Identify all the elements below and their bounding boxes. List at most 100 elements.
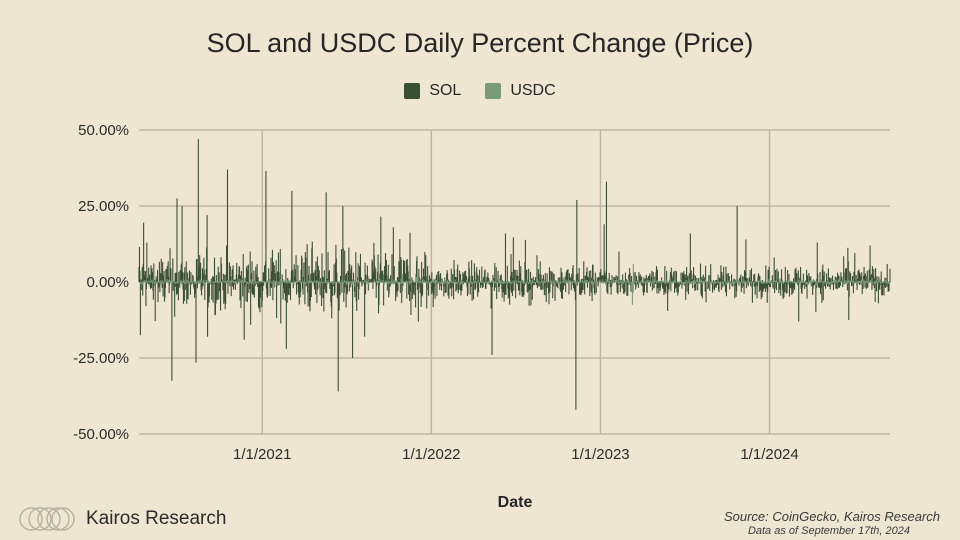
bar-usdc <box>405 280 407 282</box>
bar-usdc <box>414 281 416 283</box>
bar-usdc <box>144 281 147 283</box>
brand-name: Kairos Research <box>86 508 227 529</box>
bar-sol <box>332 281 334 282</box>
bar-sol <box>526 269 528 282</box>
bar-sol <box>760 282 762 300</box>
bar-usdc <box>622 280 624 282</box>
bar-sol <box>493 282 495 292</box>
bar-sol <box>807 282 810 284</box>
bar-usdc <box>301 281 304 283</box>
bar-usdc <box>879 282 881 283</box>
bar-sol <box>386 282 388 291</box>
bar-sol <box>189 282 191 295</box>
bar-usdc <box>266 282 268 283</box>
bar-usdc <box>359 281 362 282</box>
bar-sol <box>731 274 733 282</box>
bar-sol <box>356 282 358 311</box>
bar-sol <box>541 278 544 282</box>
bar-sol <box>429 277 431 282</box>
bar-sol <box>709 282 711 291</box>
bar-sol <box>568 282 570 295</box>
bar-usdc <box>737 279 740 282</box>
bar-sol <box>510 282 513 293</box>
bar-usdc <box>774 281 776 283</box>
bar-usdc <box>178 282 180 283</box>
bar-usdc <box>280 282 282 285</box>
bar-sol <box>665 282 667 294</box>
bar-sol <box>174 282 176 317</box>
bar-usdc <box>647 282 649 283</box>
bar-sol <box>304 282 306 305</box>
bar-usdc <box>694 282 696 284</box>
bar-sol <box>503 282 505 302</box>
bar-usdc <box>444 278 446 282</box>
bar-sol <box>823 271 825 282</box>
bar-usdc <box>686 281 688 283</box>
bar-usdc <box>680 282 682 283</box>
bar-sol <box>316 282 318 304</box>
bar-usdc <box>770 282 772 283</box>
bar-usdc <box>600 281 602 283</box>
bar-usdc <box>643 282 645 283</box>
bar-sol <box>419 282 421 294</box>
bar-usdc <box>787 280 789 282</box>
bar-usdc <box>577 281 579 282</box>
bar-sol <box>325 192 327 282</box>
bar-sol <box>565 282 567 293</box>
bar-sol <box>434 282 436 299</box>
bar-usdc <box>331 281 333 283</box>
bar-usdc <box>338 282 340 283</box>
bar-usdc <box>491 280 493 282</box>
bar-sol <box>691 279 693 282</box>
bar-sol <box>882 281 884 283</box>
bar-sol <box>475 282 477 288</box>
bar-usdc <box>801 280 803 282</box>
bar-sol <box>158 282 160 288</box>
bar-usdc <box>435 282 437 284</box>
bar-sol <box>253 282 255 298</box>
bar-sol <box>153 263 155 282</box>
bar-sol <box>259 282 261 298</box>
bar-usdc <box>197 281 199 283</box>
bar-usdc <box>273 279 275 282</box>
bar-usdc <box>771 281 773 283</box>
bar-sol <box>667 282 669 293</box>
bar-usdc <box>196 280 198 282</box>
bar-sol <box>231 269 233 282</box>
bar-sol <box>144 271 147 282</box>
bar-usdc <box>507 280 509 282</box>
bar-usdc <box>709 281 711 282</box>
bar-sol <box>777 271 779 282</box>
bar-sol <box>399 282 401 293</box>
bar-usdc <box>289 281 291 282</box>
bar-usdc <box>327 281 330 282</box>
bar-usdc <box>254 282 256 283</box>
legend-item-usdc[interactable]: USDC <box>485 82 556 100</box>
bar-usdc <box>375 281 377 283</box>
bar-sol <box>775 282 778 291</box>
bar-sol <box>155 276 157 282</box>
bar-sol <box>723 266 725 282</box>
bar-usdc <box>163 282 165 283</box>
bar-sol <box>873 268 875 282</box>
bar-usdc <box>321 282 324 284</box>
bar-sol <box>535 277 537 282</box>
bar-sol <box>581 282 583 293</box>
bar-sol <box>491 282 493 355</box>
bar-usdc <box>630 281 632 283</box>
legend-item-sol[interactable]: SOL <box>404 82 461 100</box>
bar-usdc <box>597 281 599 282</box>
bar-usdc <box>437 282 439 284</box>
bar-sol <box>472 275 474 282</box>
bar-usdc <box>849 282 851 283</box>
bar-sol <box>232 265 234 282</box>
bar-usdc <box>746 281 748 283</box>
source-text: Source: CoinGecko, Kairos Research <box>723 509 940 524</box>
bar-usdc <box>518 282 520 283</box>
bar-usdc <box>257 282 259 284</box>
bar-usdc <box>669 277 671 282</box>
bar-usdc <box>197 282 199 284</box>
bar-sol <box>358 282 360 290</box>
bar-usdc <box>352 282 354 285</box>
bar-sol <box>725 266 727 282</box>
